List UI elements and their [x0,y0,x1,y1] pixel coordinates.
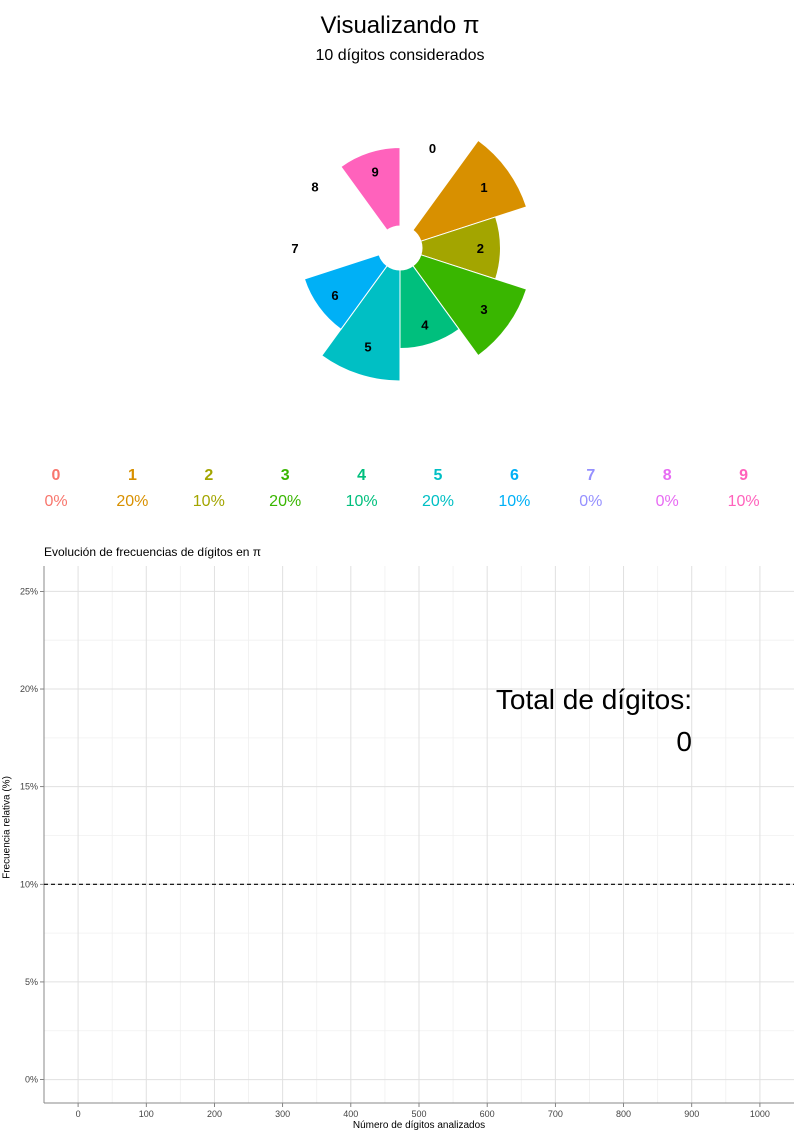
y-tick-label: 0% [25,1075,38,1085]
pie-label-8: 8 [311,179,318,194]
legend-digit-7: 7 [586,467,596,484]
chart-title: Visualizando π [320,12,480,39]
pie-label-4: 4 [421,317,429,332]
x-tick-label: 300 [275,1109,290,1119]
legend-percent-9: 10% [727,493,760,510]
pie-label-9: 9 [372,165,379,180]
pie-label-3: 3 [480,302,487,317]
legend-percent-1: 20% [116,493,149,510]
y-tick-label: 10% [20,879,38,889]
pie-label-5: 5 [364,340,371,355]
legend-percent-8: 0% [655,493,679,510]
pie-label-2: 2 [477,241,484,256]
pie-label-0: 0 [429,141,436,156]
legend-percent-4: 10% [345,493,378,510]
legend-digit-4: 4 [357,467,367,484]
x-tick-label: 400 [343,1109,358,1119]
x-tick-label: 200 [207,1109,222,1119]
legend-digit-3: 3 [280,467,290,484]
y-tick-label: 15% [20,782,38,792]
legend-digit-1: 1 [127,467,137,484]
x-tick-label: 800 [616,1109,631,1119]
x-tick-label: 900 [684,1109,699,1119]
pie-label-1: 1 [480,180,487,195]
y-tick-label: 5% [25,977,38,987]
legend-digit-5: 5 [433,467,443,484]
y-tick-label: 20% [20,684,38,694]
line-chart-title: Evolución de frecuencias de dígitos en π [44,545,262,559]
legend-percent-0: 0% [44,493,68,510]
x-tick-label: 500 [411,1109,426,1119]
x-tick-label: 0 [76,1109,81,1119]
legend-percent-6: 10% [498,493,531,510]
y-axis-label: Frecuencia relativa (%) [1,776,13,879]
pie-chart: 0 1 2 3 4 5 6 7 8 9 [291,139,528,382]
x-tick-label: 100 [139,1109,154,1119]
x-tick-label: 1000 [750,1109,770,1119]
legend-percent-2: 10% [192,493,225,510]
legend-percent-5: 20% [421,493,455,510]
x-axis-label: Número de dígitos analizados [352,1120,486,1131]
x-tick-label: 600 [480,1109,495,1119]
y-tick-label: 25% [20,586,38,596]
legend-digit-0: 0 [51,467,61,484]
total-digits-value: 0 [676,726,692,757]
legend-percent-7: 0% [579,493,603,510]
pie-label-6: 6 [331,288,338,303]
legend-digit-9: 9 [739,467,749,484]
total-digits-label: Total de dígitos: [495,684,692,715]
x-tick-label: 700 [548,1109,563,1119]
chart-subtitle: 10 dígitos considerados [315,47,485,64]
legend-digit-2: 2 [204,467,214,484]
pie-label-7: 7 [291,241,298,256]
legend-digit-6: 6 [509,467,519,484]
legend-percent-3: 20% [269,493,302,510]
legend-digit-8: 8 [662,467,672,484]
